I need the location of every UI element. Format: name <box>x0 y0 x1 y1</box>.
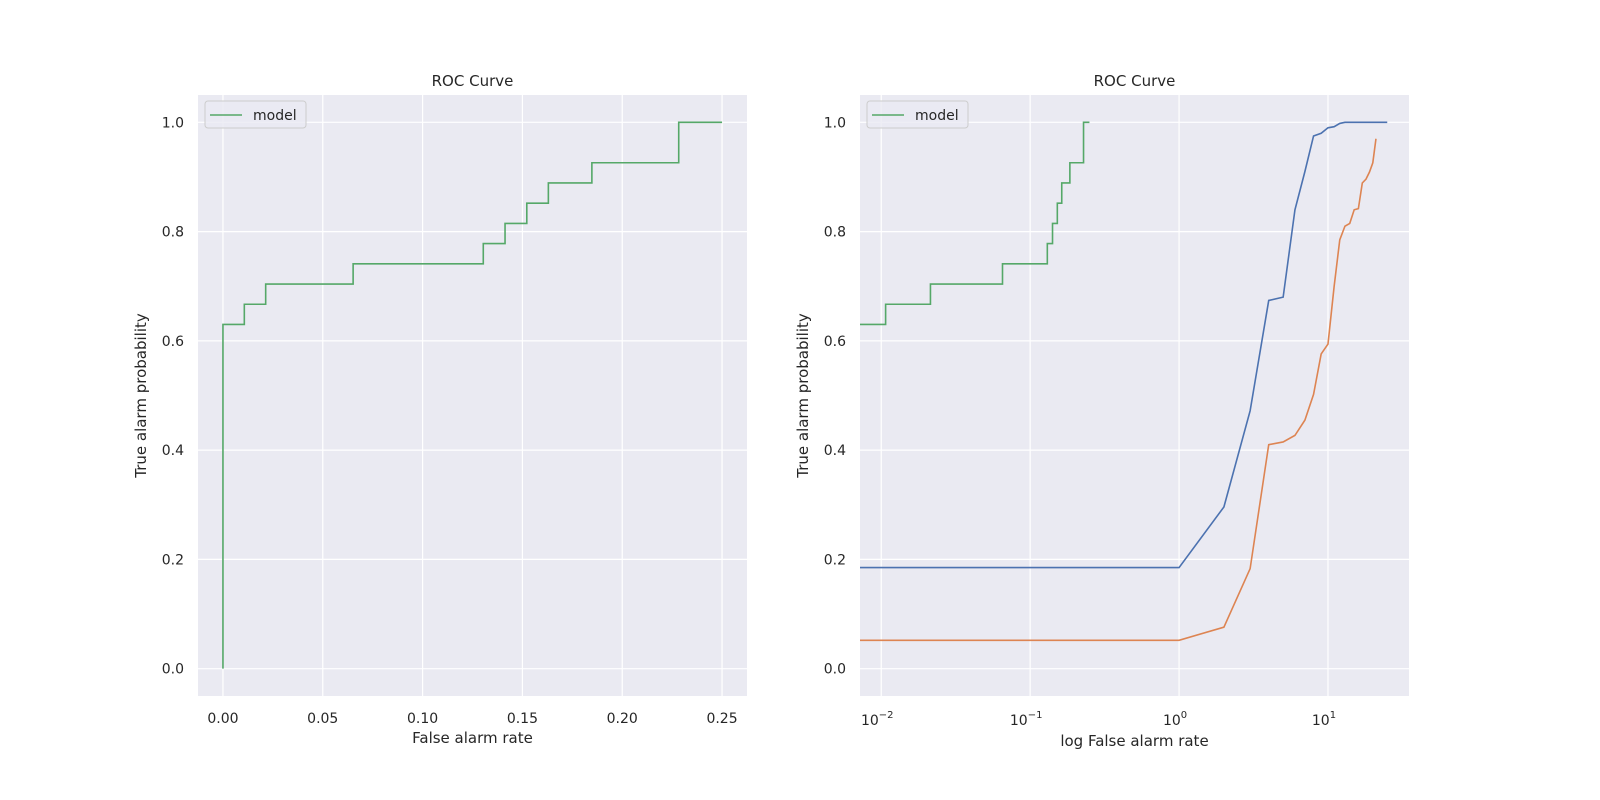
chart-1-x-tick-label-2: 0.10 <box>407 711 438 727</box>
chart-1-legend-box <box>204 100 307 129</box>
chart-1-y-tick-label-1: 0.2 <box>162 552 184 568</box>
chart-2-legend-label-1: model <box>915 108 959 124</box>
chart-2-legend-box <box>866 100 969 129</box>
chart-2-x-tick-label-1: 10−1 <box>1010 710 1043 729</box>
chart-1-series-1-line <box>222 121 723 669</box>
chart-2-x-tick-label-2: 100 <box>1163 710 1187 729</box>
chart-2-x-tick-label-0: 10−2 <box>861 710 894 729</box>
chart-2-y-tick-label-2: 0.4 <box>824 443 846 459</box>
chart-1-y-tick-label-2: 0.4 <box>162 443 184 459</box>
chart-1-x-tick-label-5: 0.25 <box>706 711 737 727</box>
chart-2-y-axis-label: True alarm probability <box>794 313 812 479</box>
chart-1-title: ROC Curve <box>432 72 514 90</box>
chart-1-y-tick-label-5: 1.0 <box>162 115 184 131</box>
chart-2-y-tick-label-0: 0.0 <box>824 662 846 678</box>
chart-2-y-tick-label-3: 0.6 <box>824 334 846 350</box>
chart-2-series-3-line <box>860 138 1377 642</box>
roc-chart-log: 0.0 0.2 0.4 0.6 0.8 1.0 10−2 10−1 100 101 ROC Curv… <box>794 72 1409 750</box>
chart-2-x-tick-label-3: 101 <box>1312 710 1336 729</box>
chart-2-series-2-line <box>860 121 1388 569</box>
chart-2-title: ROC Curve <box>1094 72 1176 90</box>
chart-1-legend-label-1: model <box>253 108 297 124</box>
chart-2-y-tick-label-5: 1.0 <box>824 115 846 131</box>
chart-1-x-axis-label: False alarm rate <box>412 729 533 747</box>
chart-2-legend: model <box>866 100 969 129</box>
chart-1-plot-area <box>198 95 747 696</box>
chart-1-y-tick-label-0: 0.0 <box>162 662 184 678</box>
chart-2-y-tick-label-4: 0.8 <box>824 225 846 241</box>
chart-1-x-tick-label-3: 0.15 <box>507 711 538 727</box>
chart-1-y-tick-label-3: 0.6 <box>162 334 184 350</box>
chart-2-plot-area <box>860 95 1409 696</box>
chart-1-y-axis-label: True alarm probability <box>132 313 150 479</box>
chart-1-y-tick-label-4: 0.8 <box>162 225 184 241</box>
chart-2-y-tick-label-1: 0.2 <box>824 552 846 568</box>
chart-1-legend: model <box>204 100 307 129</box>
chart-2-series-1-line <box>860 121 1090 326</box>
chart-1-x-tick-label-1: 0.05 <box>307 711 338 727</box>
roc-chart-linear: 0.0 0.2 0.4 0.6 0.8 1.0 0.00 0.05 0.10 0.15 0.20 0.… <box>132 72 747 747</box>
chart-2-x-axis-label: log False alarm rate <box>1060 732 1208 750</box>
chart-1-x-tick-label-4: 0.20 <box>607 711 638 727</box>
chart-1-x-tick-label-0: 0.00 <box>207 711 238 727</box>
